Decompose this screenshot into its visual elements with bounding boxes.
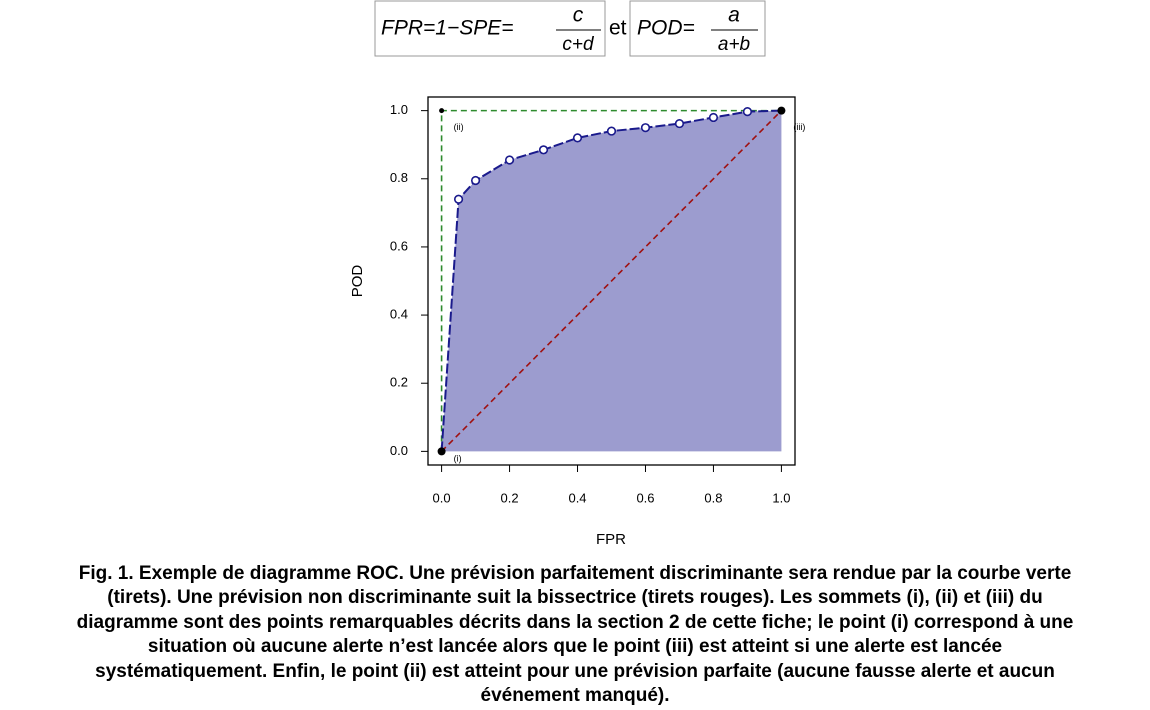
y-tick-label: 0.4 [390, 307, 408, 322]
roc-marker [742, 107, 753, 117]
formula-connector: et [609, 17, 627, 40]
formula-numerator: c [573, 4, 584, 27]
special-point [437, 447, 446, 456]
roc-marker [572, 133, 583, 143]
roc-marker [538, 145, 549, 155]
y-tick-label: 0.6 [390, 238, 408, 253]
x-tick-label: 0.4 [568, 490, 586, 505]
plot-frame [427, 96, 796, 466]
formula-numerator: a [728, 4, 740, 27]
x-tick-label: 0.2 [501, 490, 519, 505]
caption-line: (tirets). Une prévision non discriminant… [107, 587, 1043, 609]
y-tick-label: 0.0 [390, 443, 408, 458]
formula-denominator: a+b [718, 34, 750, 55]
caption-line: systématiquement. Enfin, le point (ii) e… [95, 660, 1055, 682]
roc-marker [640, 123, 651, 133]
caption-line: situation où aucune alerte n’est lancée … [147, 636, 1003, 658]
x-tick-label: 1.0 [772, 490, 790, 505]
special-point [439, 108, 445, 114]
caption-line: Fig. 1. Exemple de diagramme ROC. Une pr… [78, 563, 1072, 584]
caption-line: événement manqué). [480, 685, 670, 707]
roc-marker [470, 175, 481, 186]
x-tick-label: 0.8 [704, 490, 722, 505]
roc-marker [453, 194, 464, 204]
x-axis-label: FPR [596, 531, 626, 548]
y-tick-label: 0.2 [390, 375, 408, 390]
x-tick-label: 0.0 [433, 490, 451, 505]
formula-box [629, 0, 766, 57]
formula-denominator: c+d [562, 34, 595, 55]
point-label: (ii) [454, 122, 464, 132]
roc-marker [708, 112, 719, 123]
x-tick-label: 0.6 [636, 490, 654, 505]
y-tick-label: 0.8 [390, 170, 408, 185]
caption-line: diagramme sont des points remarquables d… [76, 611, 1074, 633]
formula-lhs: FPR=1−SPE= [381, 17, 514, 40]
special-point [777, 106, 786, 115]
y-axis-label: POD [349, 265, 366, 298]
random-line [441, 110, 782, 452]
roc-marker [504, 155, 515, 165]
figure: FPR=1−SPE= c c+d et POD= a a+b FPR POD (… [349, 0, 805, 548]
roc-marker [674, 118, 685, 129]
roc-marker [606, 126, 617, 136]
y-tick-label: 1.0 [390, 102, 408, 117]
point-label: (i) [454, 454, 462, 464]
point-label: (iii) [793, 122, 805, 132]
caption: Fig. 1. Exemple de diagramme ROC. Une pr… [0, 562, 1150, 708]
formula-box [374, 0, 606, 57]
formula-lhs: POD= [637, 17, 695, 40]
